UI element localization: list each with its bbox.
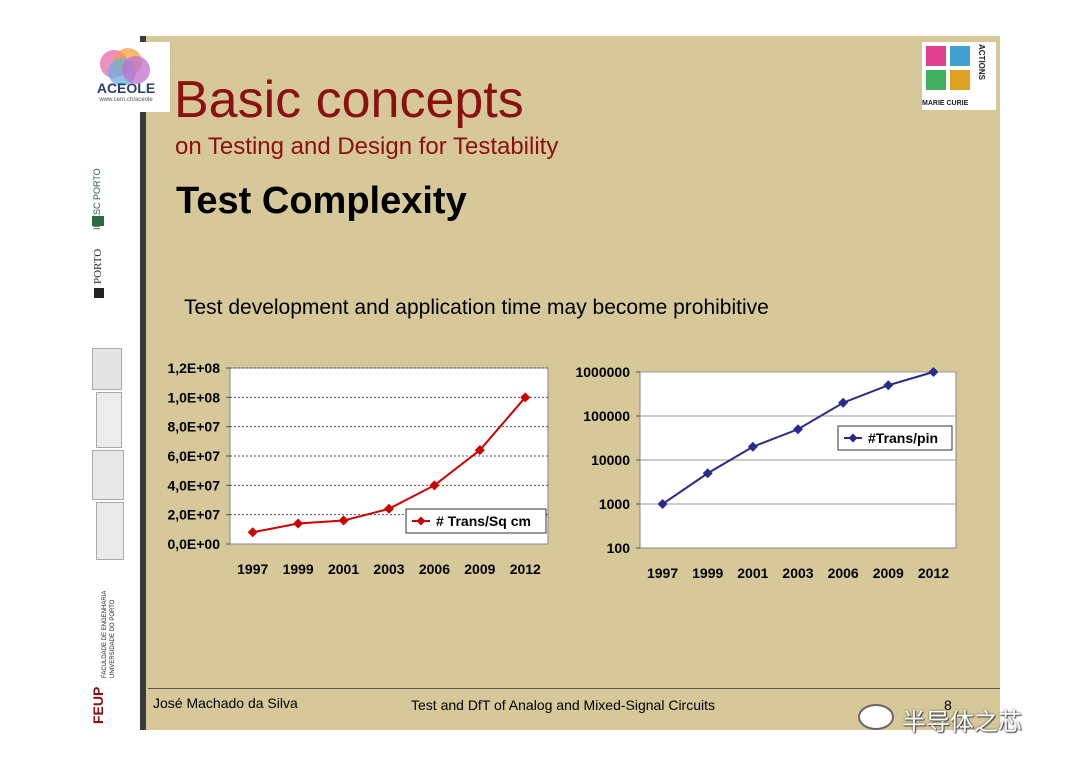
legend-label: #Trans/pin xyxy=(868,430,938,446)
x-tick-label: 2012 xyxy=(510,561,541,577)
uporto-logo: PORTO xyxy=(78,246,140,306)
data-point xyxy=(702,468,713,479)
aceole-url: www.cern.ch/aceole xyxy=(99,97,153,103)
x-tick-label: 2006 xyxy=(419,561,450,577)
footer-page-number: 8 xyxy=(944,697,952,713)
institution-sidebar: INESC PORTO PORTO FEUP FACULDADE DE ENGE… xyxy=(78,36,146,730)
y-tick-label: 100 xyxy=(607,540,631,556)
x-tick-label: 2009 xyxy=(464,561,495,577)
legend-swatch-marker xyxy=(848,433,858,443)
data-point xyxy=(474,445,485,456)
x-tick-label: 2001 xyxy=(328,561,359,577)
legend-label: # Trans/Sq cm xyxy=(436,513,531,529)
slide-heading: Test Complexity xyxy=(176,180,467,222)
aceole-logo: ACEOLE www.cern.ch/aceole xyxy=(82,42,170,112)
marie-curie-logo: MARIE CURIE ACTIONS xyxy=(922,42,996,110)
x-tick-label: 2006 xyxy=(828,565,859,581)
slide-body-text: Test development and application time ma… xyxy=(184,296,769,319)
watermark-text: 半导体之芯 xyxy=(902,709,1022,736)
data-point xyxy=(883,380,894,391)
y-tick-label: 1000 xyxy=(599,496,630,512)
data-point xyxy=(293,518,304,529)
y-tick-label: 0,0E+00 xyxy=(167,536,220,552)
data-point xyxy=(429,480,440,491)
x-tick-label: 1997 xyxy=(647,565,678,581)
data-point xyxy=(747,441,758,452)
y-tick-label: 100000 xyxy=(583,408,630,424)
inesc-logo: INESC PORTO xyxy=(78,120,140,240)
footer-divider xyxy=(148,688,1000,689)
y-tick-label: 10000 xyxy=(591,452,630,468)
marie-curie-label: MARIE CURIE xyxy=(922,100,969,107)
x-tick-label: 2003 xyxy=(782,565,813,581)
footer-course: Test and DfT of Analog and Mixed-Signal … xyxy=(411,697,716,713)
x-tick-label: 2003 xyxy=(373,561,404,577)
y-tick-label: 1,0E+08 xyxy=(167,389,220,405)
x-tick-label: 2009 xyxy=(873,565,904,581)
y-tick-label: 4,0E+07 xyxy=(167,477,220,493)
data-point xyxy=(928,367,939,377)
y-tick-label: 2,0E+07 xyxy=(167,507,220,523)
x-tick-label: 1999 xyxy=(283,561,314,577)
data-point xyxy=(247,527,258,538)
building-illustration xyxy=(78,342,140,562)
aceole-name: ACEOLE xyxy=(96,80,156,96)
y-tick-label: 8,0E+07 xyxy=(167,419,220,435)
y-tick-label: 1000000 xyxy=(575,364,630,380)
footer-author: José Machado da Silva xyxy=(153,695,298,711)
data-point xyxy=(384,503,394,514)
data-point xyxy=(793,424,803,435)
slide-title: Basic concepts xyxy=(174,71,524,129)
data-point xyxy=(838,397,849,408)
x-tick-label: 1999 xyxy=(692,565,723,581)
x-tick-label: 1997 xyxy=(237,561,268,577)
y-tick-label: 1,2E+08 xyxy=(167,360,220,376)
data-point xyxy=(520,392,531,403)
data-point xyxy=(657,499,668,509)
x-tick-label: 2001 xyxy=(737,565,768,581)
slide-subtitle: on Testing and Design for Testability xyxy=(175,133,559,160)
data-point xyxy=(338,515,349,526)
y-tick-label: 6,0E+07 xyxy=(167,448,220,464)
wechat-watermark: 半导体之芯 xyxy=(858,700,1048,736)
wechat-icon xyxy=(858,704,894,730)
x-tick-label: 2012 xyxy=(918,565,949,581)
legend-swatch-marker xyxy=(416,516,426,526)
